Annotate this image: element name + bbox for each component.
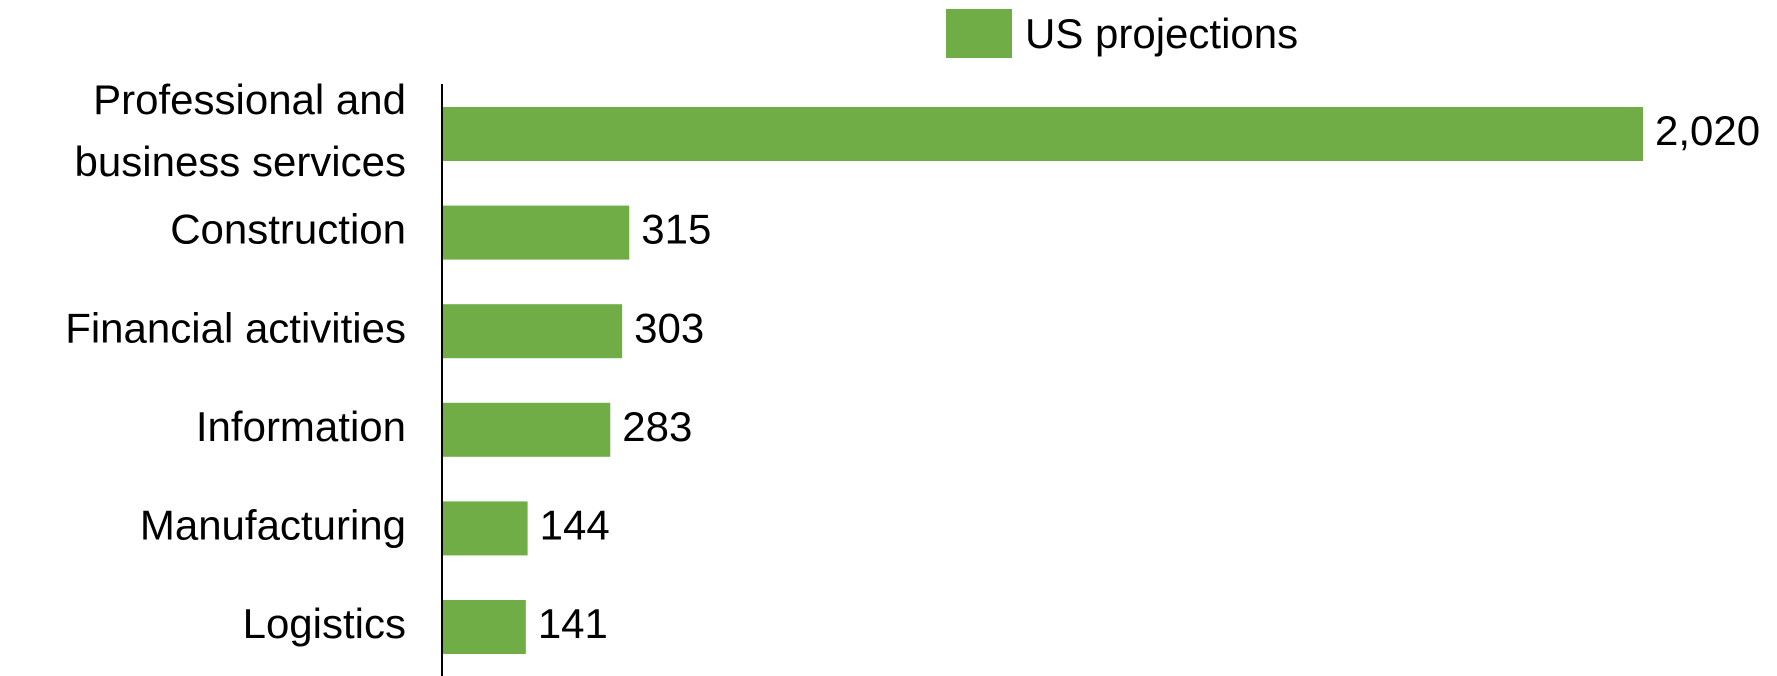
bar [443, 501, 528, 556]
data-label: 283 [622, 403, 692, 450]
data-label: 303 [634, 304, 704, 351]
data-label: 144 [540, 501, 610, 548]
bar [443, 600, 526, 654]
y-tick-label: Manufacturing [140, 501, 406, 548]
y-tick-label: Logistics [243, 600, 406, 647]
data-label: 2,020 [1655, 107, 1760, 154]
y-tick-label: Professional and business services [75, 76, 406, 185]
legend-label: US projections [1025, 10, 1298, 57]
bar [443, 205, 630, 260]
bar [443, 107, 1643, 161]
data-label: 315 [641, 206, 711, 253]
y-tick-label: Construction [170, 206, 406, 253]
bar [443, 402, 611, 457]
data-label: 141 [538, 600, 608, 647]
y-tick-label: Financial activities [65, 304, 406, 351]
y-tick-label: Information [196, 403, 406, 450]
bar [443, 304, 623, 359]
legend-swatch [946, 9, 1012, 58]
